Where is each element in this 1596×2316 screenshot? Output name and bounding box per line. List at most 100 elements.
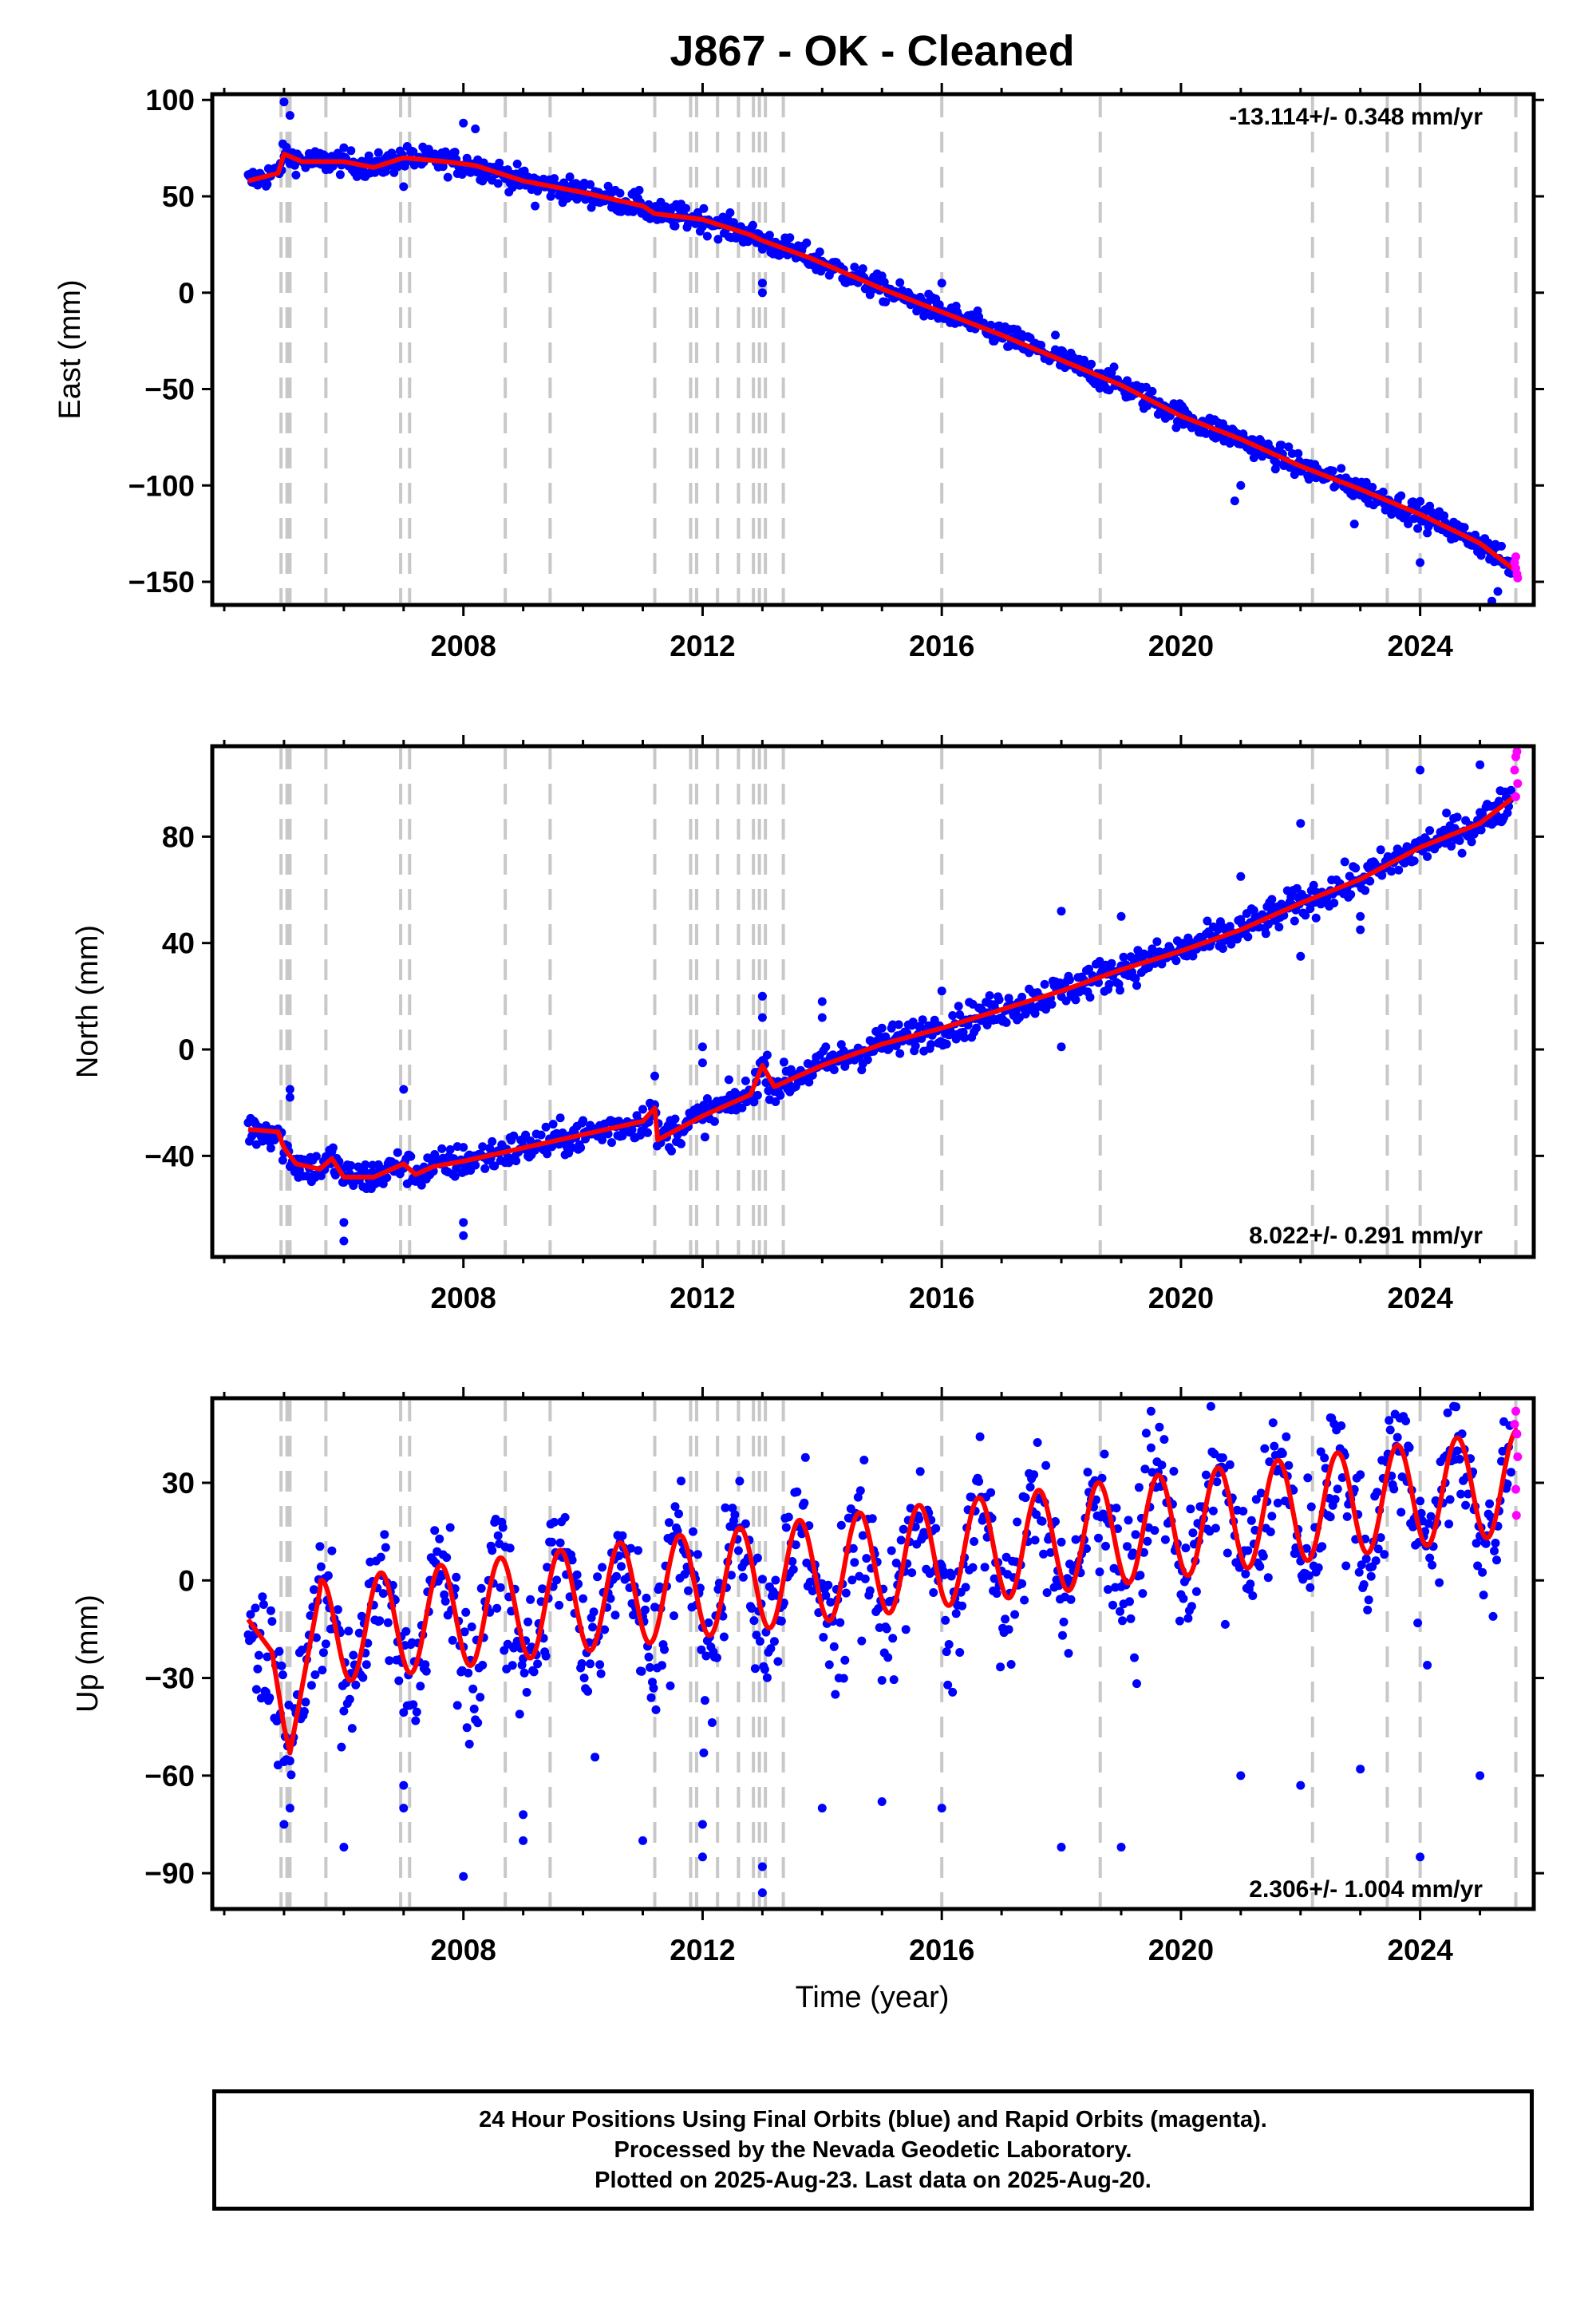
final-orbit-point — [992, 1589, 1001, 1599]
x-tick-label: 2016 — [909, 630, 974, 662]
final-orbit-point — [1241, 1569, 1250, 1579]
final-orbit-point — [552, 1575, 562, 1585]
final-orbit-point — [278, 1670, 287, 1680]
final-orbit-point — [972, 1023, 982, 1033]
final-orbit-point — [667, 1146, 676, 1156]
rapid-orbit-point — [1511, 552, 1520, 562]
final-orbit-point — [526, 1595, 535, 1604]
final-orbit-point — [757, 991, 767, 1001]
final-orbit-point — [937, 986, 946, 996]
final-orbit-point — [1132, 981, 1141, 990]
final-orbit-point — [529, 1667, 539, 1677]
final-orbit-point — [771, 1575, 780, 1585]
final-orbit-point — [944, 1640, 954, 1649]
final-orbit-point — [412, 1707, 421, 1717]
final-orbit-point — [1109, 362, 1119, 372]
final-orbit-point — [473, 1718, 483, 1728]
final-orbit-point — [1394, 865, 1404, 875]
final-orbit-point — [1467, 837, 1476, 847]
final-orbit-point — [380, 1530, 389, 1539]
final-orbit-point — [840, 1655, 850, 1665]
final-orbit-point — [1066, 1595, 1076, 1604]
rapid-orbit-point — [1513, 779, 1523, 788]
final-orbit-point — [1218, 1453, 1227, 1463]
x-tick-label: 2008 — [431, 1934, 496, 1966]
final-orbit-point — [1025, 1482, 1035, 1492]
y-tick-label: 30 — [162, 1467, 195, 1500]
final-orbit-point — [1493, 587, 1503, 596]
final-orbit-point — [724, 1075, 733, 1085]
final-orbit-point — [596, 1669, 606, 1678]
final-orbit-point — [649, 1683, 658, 1693]
final-orbit-point — [421, 1666, 431, 1676]
final-orbit-point — [512, 1156, 521, 1166]
final-orbit-point — [781, 1523, 791, 1532]
final-orbit-point — [697, 1042, 707, 1052]
final-orbit-point — [857, 1636, 867, 1646]
y-tick-label: −30 — [144, 1662, 195, 1695]
final-orbit-point — [548, 1120, 558, 1129]
final-orbit-point — [576, 1143, 586, 1152]
final-orbit-point — [707, 1718, 717, 1727]
final-orbit-point — [1460, 523, 1469, 532]
final-orbit-point — [1152, 937, 1162, 947]
final-orbit-point — [496, 1583, 505, 1592]
final-orbit-point — [888, 1634, 898, 1643]
final-orbit-point — [1095, 1567, 1104, 1577]
final-orbit-point — [560, 1512, 570, 1522]
final-orbit-point — [1368, 483, 1377, 492]
final-orbit-point — [1191, 1587, 1201, 1596]
final-orbit-point — [254, 1650, 263, 1660]
up-panel: 30 0 −30 −60 −90 2008 2012 2016 2020 2024 Up (mm)… — [71, 1387, 1544, 1966]
final-orbit-point — [1037, 1516, 1047, 1526]
final-orbit-point — [839, 1674, 848, 1683]
final-orbit-point — [1094, 1533, 1103, 1543]
final-orbit-point — [301, 1697, 310, 1707]
final-orbit-point — [1277, 441, 1286, 450]
final-orbit-point — [646, 1693, 656, 1702]
final-orbit-point — [315, 1542, 325, 1551]
final-orbit-point — [1141, 1429, 1151, 1438]
final-orbit-point — [493, 1531, 503, 1540]
final-orbit-point — [1179, 1594, 1188, 1603]
final-orbit-point — [522, 1688, 531, 1697]
final-orbit-point — [883, 1653, 893, 1662]
final-orbit-point — [1278, 1448, 1287, 1458]
final-orbit-point — [753, 1090, 762, 1100]
final-orbit-point — [1261, 929, 1270, 939]
final-orbit-point — [519, 1836, 528, 1845]
final-orbit-point — [954, 1002, 963, 1011]
final-orbit-point — [958, 1601, 967, 1611]
final-orbit-point — [1296, 819, 1306, 828]
final-orbit-point — [1416, 558, 1425, 567]
final-orbit-point — [1479, 1591, 1488, 1600]
final-orbit-point — [282, 143, 291, 152]
model-fit-line — [246, 151, 1519, 575]
final-orbit-point — [670, 1114, 680, 1124]
final-orbit-point — [996, 1662, 1005, 1672]
final-orbit-point — [612, 1571, 621, 1581]
final-orbit-point — [598, 1563, 607, 1572]
final-orbit-point — [1476, 760, 1485, 769]
final-orbit-point — [1457, 848, 1467, 858]
final-orbit-point — [1491, 1539, 1500, 1547]
final-orbit-point — [937, 279, 946, 288]
final-orbit-point — [1426, 1512, 1436, 1521]
final-orbit-point — [943, 1680, 953, 1690]
x-tick-label: 2016 — [909, 1282, 974, 1314]
final-orbit-point — [376, 1552, 385, 1562]
final-orbit-point — [1485, 1499, 1495, 1508]
final-orbit-point — [1236, 1771, 1246, 1780]
final-orbit-point — [895, 1049, 905, 1058]
final-orbit-point — [1169, 1467, 1179, 1476]
final-orbit-point — [887, 1546, 896, 1555]
final-orbit-point — [275, 1646, 284, 1656]
final-orbit-point — [980, 1563, 990, 1572]
x-tick-label: 2024 — [1387, 630, 1453, 662]
final-orbit-point — [850, 1558, 859, 1567]
final-orbit-point — [757, 1888, 767, 1898]
final-orbit-point — [1157, 1460, 1167, 1470]
final-orbit-point — [725, 208, 735, 217]
final-orbit-point — [1146, 1406, 1156, 1416]
final-orbit-point — [339, 1706, 349, 1716]
